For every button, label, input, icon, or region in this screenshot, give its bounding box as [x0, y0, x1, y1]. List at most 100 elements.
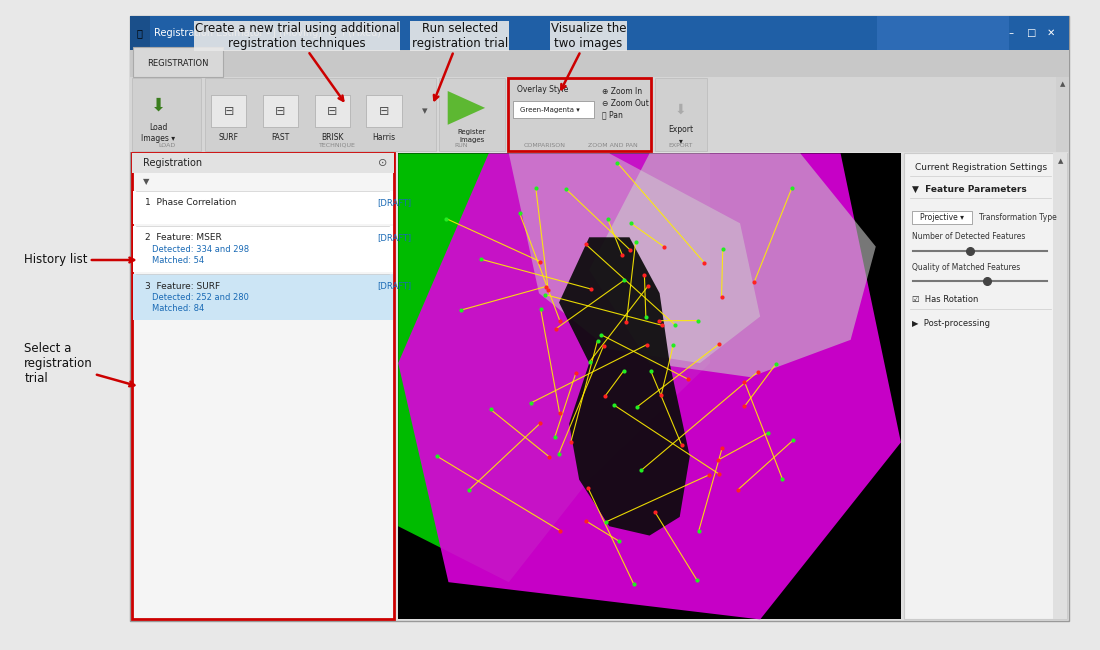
Point [656, 242, 673, 252]
Point [610, 536, 628, 546]
Point [650, 315, 668, 326]
Point [621, 244, 639, 255]
Point [711, 339, 728, 350]
Polygon shape [398, 153, 710, 582]
Text: ⊟: ⊟ [275, 105, 286, 118]
Text: ZOOM AND PAN: ZOOM AND PAN [587, 142, 638, 148]
Point [783, 183, 801, 194]
Text: 3  Feature: SURF: 3 Feature: SURF [145, 281, 220, 291]
Text: □: □ [1024, 28, 1040, 38]
Text: ▼  Feature Parameters: ▼ Feature Parameters [912, 185, 1026, 194]
Text: Registration: Registration [143, 158, 202, 168]
Point [551, 526, 569, 536]
Point [521, 398, 539, 408]
Point [689, 315, 706, 326]
Point [438, 213, 455, 224]
Point [588, 335, 606, 346]
Point [773, 473, 791, 484]
Point [593, 330, 611, 340]
Text: BRISK: BRISK [321, 133, 343, 142]
Point [548, 324, 565, 334]
Point [632, 465, 650, 476]
Bar [132, 78, 201, 151]
Point [460, 485, 477, 495]
Point [637, 311, 654, 322]
Point [606, 400, 624, 411]
Point [711, 469, 728, 480]
Point [551, 408, 569, 419]
Text: 2  Feature: MSER: 2 Feature: MSER [145, 233, 222, 242]
Text: [DRAFT]: [DRAFT] [377, 281, 411, 291]
Point [615, 275, 632, 285]
Text: FAST: FAST [272, 133, 289, 142]
Point [627, 237, 645, 248]
Text: TECHNIQUE: TECHNIQUE [319, 142, 355, 148]
Bar [1056, 77, 1069, 152]
Point [482, 404, 499, 415]
Text: Create a new trial using additional
registration techniques: Create a new trial using additional regi… [195, 21, 399, 101]
Bar [315, 95, 350, 127]
Point [628, 402, 646, 412]
Polygon shape [448, 91, 485, 125]
Bar [439, 78, 505, 151]
Text: ☑  Has Rotation: ☑ Has Rotation [912, 295, 978, 304]
Bar [132, 153, 394, 619]
Point [453, 305, 471, 315]
Bar [130, 16, 1069, 621]
Text: ✋ Pan: ✋ Pan [602, 111, 623, 120]
Point [598, 213, 616, 224]
Point [708, 455, 726, 465]
Point [690, 526, 707, 537]
Text: Transformation Type: Transformation Type [979, 213, 1057, 222]
Text: Green-Magenta ▾: Green-Magenta ▾ [520, 107, 580, 113]
Text: Harris: Harris [372, 133, 396, 142]
Point [639, 281, 657, 291]
Text: Register
Images: Register Images [458, 129, 486, 142]
Polygon shape [509, 153, 760, 363]
Point [551, 316, 569, 326]
Text: ▼: ▼ [143, 177, 150, 187]
Text: Detected: 334 and 298: Detected: 334 and 298 [152, 245, 249, 254]
Point [531, 257, 549, 267]
Text: Quality of Matched Features: Quality of Matched Features [912, 263, 1020, 272]
Point [713, 292, 730, 302]
Point [562, 437, 580, 447]
Text: Load
Images ▾: Load Images ▾ [141, 123, 176, 142]
Text: Matched: 54: Matched: 54 [152, 256, 204, 265]
Text: 🔶: 🔶 [136, 28, 143, 38]
Point [472, 254, 490, 265]
Text: Detected: 252 and 280: Detected: 252 and 280 [152, 293, 249, 302]
Text: 1  Phase Correlation: 1 Phase Correlation [145, 198, 236, 207]
Text: Overlay Style: Overlay Style [517, 84, 569, 94]
Bar [133, 191, 393, 224]
Point [595, 341, 613, 351]
Point [614, 250, 631, 261]
Text: ⊕ Zoom In: ⊕ Zoom In [602, 87, 641, 96]
Point [641, 365, 659, 376]
Point [532, 304, 550, 314]
Point [578, 515, 595, 526]
Text: LOAD: LOAD [158, 142, 176, 148]
Bar [366, 95, 402, 127]
Point [546, 432, 563, 443]
Point [617, 317, 635, 327]
Text: ⬇: ⬇ [675, 103, 686, 117]
Text: ▶  Post-processing: ▶ Post-processing [912, 319, 990, 328]
Polygon shape [590, 153, 876, 377]
Point [673, 439, 691, 450]
Point [429, 451, 447, 462]
Point [615, 365, 632, 376]
Text: ✕: ✕ [1044, 28, 1059, 38]
Text: ▲: ▲ [1060, 81, 1065, 87]
Point [701, 469, 718, 480]
Point [759, 428, 777, 438]
Text: Matched: 84: Matched: 84 [152, 304, 204, 313]
Point [582, 284, 600, 294]
Point [746, 276, 763, 287]
Text: REGISTRATION: REGISTRATION [147, 59, 209, 68]
Point [689, 575, 706, 585]
Polygon shape [398, 153, 901, 619]
Text: Projective ▾: Projective ▾ [920, 213, 964, 222]
Text: EXPORT: EXPORT [669, 142, 693, 148]
Point [652, 390, 670, 400]
